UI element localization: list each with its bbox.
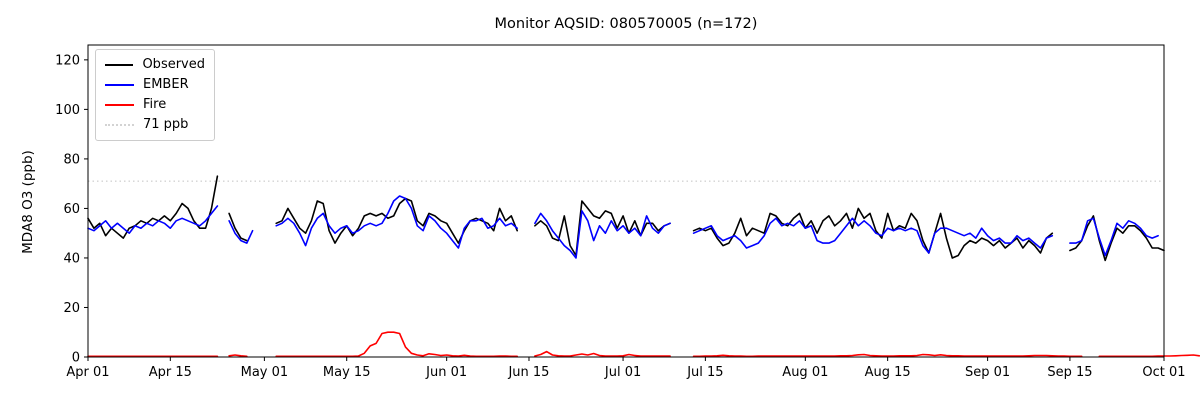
x-tick-label: Sep 01 [965,365,1010,380]
series-line-observed [87,175,1165,262]
legend-label-fire: Fire [143,97,167,112]
y-tick-label: 0 [72,351,80,366]
legend-line-fire-icon [105,104,134,106]
legend-item-ember: EMBER [96,75,214,95]
x-tick-label: May 01 [241,365,289,380]
series-line-ember [87,195,1159,259]
plot-border [87,44,1165,358]
x-tick-label: Jun 15 [507,365,549,380]
legend-line-threshold-icon [105,124,134,126]
y-tick-label: 20 [63,301,80,316]
y-tick-label: 120 [55,53,80,68]
x-tick-label: Jul 01 [604,365,641,380]
legend-label-threshold: 71 ppb [143,117,189,132]
y-tick-label: 80 [63,152,80,167]
legend-label-observed: Observed [142,57,205,72]
x-tick-label: Aug 15 [865,365,911,380]
x-tick-label: Jun 01 [425,365,467,380]
y-tick-label: 100 [55,103,80,118]
x-tick-label: Jul 15 [686,365,723,380]
x-tick-label: Apr 15 [149,365,192,380]
legend-line-ember-icon [105,84,134,86]
legend-label-ember: EMBER [143,77,189,92]
legend-item-threshold: 71 ppb [96,115,214,135]
series-line-fire [87,331,1200,358]
legend: Observed EMBER Fire 71 ppb [95,49,215,141]
chart-title: Monitor AQSID: 080570005 (n=172) [494,16,758,32]
x-tick-label: Sep 15 [1047,365,1092,380]
x-tick-label: Oct 01 [1142,365,1185,380]
x-tick-label: Apr 01 [66,365,109,380]
x-tick-label: May 15 [323,365,371,380]
y-tick-label: 60 [63,202,80,217]
legend-item-observed: Observed [96,55,214,75]
y-tick-label: 40 [63,251,80,266]
legend-item-fire: Fire [96,95,214,115]
legend-line-observed-icon [105,64,134,66]
x-tick-label: Aug 01 [782,365,828,380]
